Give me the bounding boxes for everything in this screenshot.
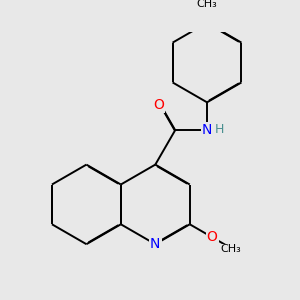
Text: N: N [150,237,160,251]
Text: N: N [202,123,212,137]
Text: H: H [214,123,224,136]
Text: CH₃: CH₃ [196,0,218,9]
Text: O: O [153,98,164,112]
Text: O: O [207,230,218,244]
Text: CH₃: CH₃ [221,244,242,254]
